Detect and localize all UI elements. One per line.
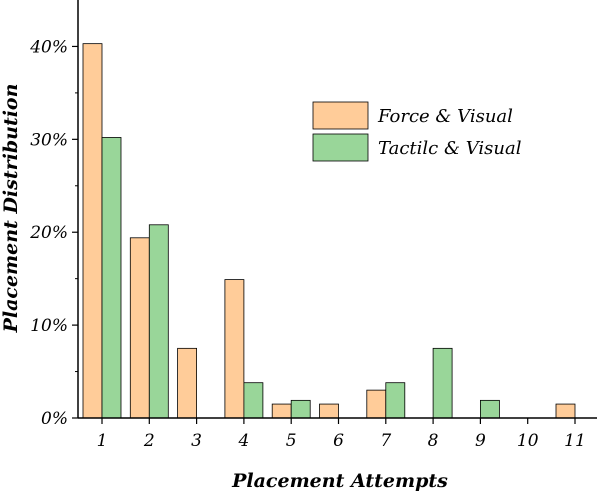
x-tick-label: 5	[286, 431, 297, 451]
bar-series-1-2	[129, 237, 150, 419]
y-tick-label: 20%	[29, 223, 68, 243]
bar-series-1-5	[271, 403, 292, 419]
x-tick-label: 6	[333, 431, 344, 451]
bar-series-1-6	[319, 403, 339, 419]
legend-label-series-2: Tactilc & Visual	[378, 138, 522, 159]
bar-series-2-8	[432, 347, 453, 419]
axes-layer	[77, 0, 597, 419]
bar-series-1-4	[224, 279, 245, 419]
y-tick-label: 30%	[30, 130, 68, 150]
bar-series-2-1	[101, 137, 122, 419]
bar-series-2-4	[243, 382, 264, 419]
bar-series-1-11	[555, 403, 576, 419]
x-axis-title: Placement Attempts	[231, 470, 448, 492]
bar-series-2-7	[385, 382, 406, 419]
x-tick-label: 1	[97, 431, 108, 451]
bar-series-2-5	[290, 399, 311, 419]
x-tick-label: 8	[428, 431, 439, 451]
bar-series-1-1	[82, 43, 103, 419]
x-ticks-layer: 1 2 3 4 5 6 7 8 9 10 11	[97, 418, 586, 451]
x-tick-label: 4	[237, 431, 249, 451]
x-tick-label: 7	[380, 431, 391, 451]
x-tick-label: 10	[517, 431, 539, 451]
legend-swatch-series-2	[312, 133, 369, 162]
bar-series-1-7	[366, 389, 387, 419]
legend: Force & Visual Tactilc & Visual	[312, 101, 522, 162]
x-tick-label: 2	[143, 431, 155, 451]
legend-swatch-series-1	[312, 101, 369, 130]
bar-series-2-2	[148, 224, 169, 419]
y-ticks-layer: 0% 10% 20% 30% 40%	[29, 37, 78, 429]
bars-layer	[82, 43, 576, 419]
y-tick-label: 0%	[41, 409, 68, 429]
x-tick-label: 11	[564, 431, 586, 451]
y-axis-title: Placement Distribution	[0, 84, 22, 334]
bar-series-1-3	[177, 347, 198, 419]
x-tick-label: 3	[191, 431, 202, 451]
legend-label-series-1: Force & Visual	[377, 106, 513, 127]
y-tick-label: 10%	[30, 316, 68, 336]
x-tick-label: 9	[475, 431, 486, 451]
y-tick-label: 40%	[29, 37, 68, 57]
bar-series-2-9	[479, 399, 500, 419]
